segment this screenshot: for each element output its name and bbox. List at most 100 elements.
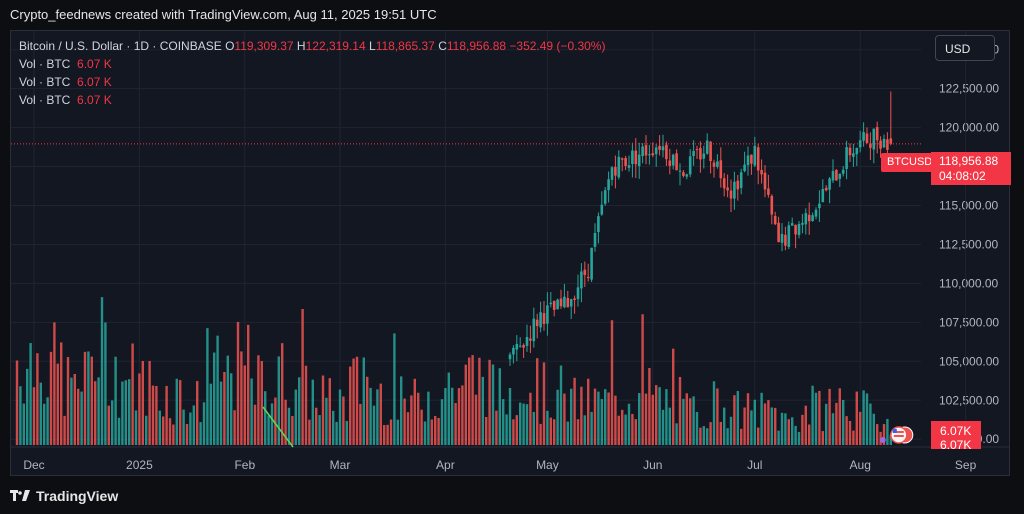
candle-body: [787, 225, 791, 247]
volume-bar: [345, 420, 348, 445]
legend-volume-label: Vol · BTC: [19, 93, 71, 107]
volume-bar: [209, 383, 212, 445]
volume-bar: [80, 391, 83, 445]
chart-panel[interactable]: 125,000.00122,500.00120,000.00117,500.00…: [10, 30, 1011, 477]
volume-bar: [444, 388, 447, 445]
candle-body: [760, 169, 763, 175]
volume-bar: [43, 403, 46, 445]
candle-body: [559, 298, 563, 307]
currency-button[interactable]: USD: [935, 35, 995, 61]
volume-bar: [825, 403, 828, 445]
candle-body: [586, 276, 590, 279]
volume-bar: [260, 360, 263, 445]
candle-body: [841, 169, 845, 174]
volume-bar: [430, 419, 433, 445]
volume-bar: [243, 365, 246, 445]
volume-bar: [36, 353, 39, 445]
legend-volume-row[interactable]: Vol · BTC 6.07 K: [19, 73, 605, 91]
candle-body: [569, 299, 573, 307]
volume-bar: [668, 407, 671, 445]
x-axis-label: Feb: [234, 458, 255, 472]
volume-bar: [631, 413, 634, 445]
volume-bar: [770, 407, 773, 445]
candle-body: [580, 271, 583, 289]
volume-bar: [22, 403, 25, 445]
volume-bar: [298, 377, 301, 445]
legend-volume-row[interactable]: Vol · BTC 6.07 K: [19, 55, 605, 73]
candle-body: [831, 171, 835, 181]
legend-volume-value: 6.07 K: [77, 57, 112, 71]
legend-title[interactable]: Bitcoin / U.S. Dollar · 1D · COINBASE: [19, 39, 222, 53]
legend-volume-value: 6.07 K: [77, 75, 112, 89]
candle-body: [522, 345, 525, 348]
x-axis-label: Dec: [23, 458, 44, 472]
candle-body: [556, 299, 559, 310]
volume-bar: [342, 396, 345, 445]
volume-bar: [434, 416, 437, 445]
volume-bar: [831, 413, 835, 445]
volume-bar: [366, 376, 369, 445]
volume-bar: [848, 420, 852, 445]
tradingview-logo-icon: [10, 490, 30, 501]
volume-bar: [838, 388, 841, 445]
volume-bar: [882, 424, 886, 445]
volume-bar: [556, 389, 559, 445]
y-axis-label: 105,000.00: [939, 354, 999, 368]
candle-body: [671, 154, 675, 166]
candle-body: [838, 173, 842, 179]
candle-body: [743, 164, 746, 172]
volume-bar: [240, 351, 243, 445]
volume-bar: [437, 417, 440, 445]
volume-bar: [488, 359, 491, 445]
volume-bar: [461, 385, 464, 445]
candle-body: [525, 336, 529, 346]
candle-body: [658, 145, 661, 150]
candle-body: [862, 132, 865, 141]
candle-body: [882, 138, 886, 148]
volume-bar: [274, 397, 277, 445]
legend-open: 119,309.37: [234, 39, 294, 53]
volume-bar: [665, 389, 668, 445]
candle-body: [542, 313, 546, 324]
candle-body: [726, 187, 729, 191]
volume-bar: [597, 391, 600, 445]
legend-ohlc-row: Bitcoin / U.S. Dollar · 1D · COINBASE O1…: [19, 37, 605, 55]
candle-body: [515, 343, 519, 350]
candle-body: [801, 222, 804, 225]
x-axis-label: Mar: [330, 458, 351, 472]
price-chart[interactable]: 125,000.00122,500.00120,000.00117,500.00…: [11, 31, 1011, 477]
volume-bar: [865, 393, 869, 445]
volume-bar: [559, 365, 563, 445]
candle-body: [573, 298, 576, 300]
tradingview-brand[interactable]: TradingView: [10, 488, 118, 504]
volume-bar: [29, 343, 32, 445]
us-flag-canton: [892, 429, 897, 433]
volume-bar: [529, 392, 532, 445]
volume-bar: [699, 427, 702, 445]
candle-body: [794, 224, 797, 235]
volume-bar: [672, 348, 675, 445]
legend-volume-row[interactable]: Vol · BTC 6.07 K: [19, 91, 605, 109]
volume-bar: [719, 421, 722, 445]
volume-bar: [199, 422, 202, 445]
volume-bar: [104, 322, 107, 445]
volume-bar: [716, 388, 719, 445]
volume-bar: [655, 385, 658, 445]
volume-bar: [481, 376, 484, 445]
candle-body: [518, 345, 522, 347]
volume-bar: [107, 405, 110, 445]
volume-bar: [784, 413, 787, 445]
volume-bar: [689, 398, 692, 445]
volume-bar: [124, 380, 127, 445]
candle-body: [722, 178, 726, 189]
volume-bar: [97, 377, 100, 445]
y-axis-label: 110,000.00: [939, 276, 998, 290]
candle-body: [600, 204, 604, 215]
volume-bar: [70, 377, 73, 445]
candle-body: [535, 319, 539, 327]
volume-bar: [440, 399, 444, 445]
volume-bar: [706, 428, 709, 445]
volume-bar: [886, 418, 889, 445]
volume-bar: [413, 378, 416, 445]
volume-bar: [621, 409, 624, 445]
